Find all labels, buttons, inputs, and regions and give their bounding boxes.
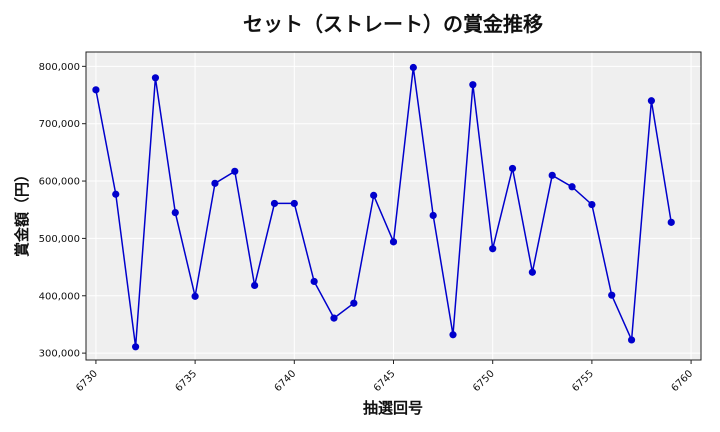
data-point — [310, 277, 318, 286]
data-point — [409, 63, 417, 72]
data-point — [370, 191, 378, 199]
y-tick-label: 500,000 — [39, 234, 80, 245]
x-tick-label: 6740 — [273, 368, 299, 394]
data-point — [330, 314, 338, 322]
y-tick-label: 800,000 — [39, 62, 80, 73]
data-point — [112, 190, 120, 198]
data-point — [508, 164, 517, 173]
x-tick-label: 6745 — [372, 368, 398, 394]
x-axis-label: 抽選回号 — [363, 399, 423, 417]
data-point — [171, 208, 179, 217]
data-point — [548, 171, 556, 179]
data-point — [270, 199, 279, 208]
y-tick-label: 400,000 — [39, 291, 80, 302]
x-tick-label: 6735 — [173, 368, 199, 394]
data-point — [151, 74, 160, 82]
data-point — [290, 199, 298, 208]
data-point — [588, 200, 596, 209]
data-point — [608, 291, 616, 299]
data-point — [469, 81, 477, 89]
x-tick-label: 6755 — [570, 368, 596, 394]
data-point — [627, 336, 636, 344]
data-point — [449, 331, 457, 339]
y-axis-label: 賞金額（円） — [13, 167, 31, 257]
data-point — [350, 299, 358, 307]
data-point — [489, 245, 497, 253]
data-point — [191, 292, 199, 300]
data-point — [647, 97, 656, 105]
data-series — [92, 63, 675, 351]
data-point — [528, 268, 536, 276]
x-tick-label: 6760 — [669, 368, 695, 394]
data-point — [667, 218, 675, 226]
data-point — [231, 167, 239, 175]
x-tick-label: 6750 — [471, 368, 497, 394]
chart-title: セット（ストレート）の賞金推移 — [243, 12, 543, 36]
data-point — [251, 281, 259, 290]
x-tick-label: 6730 — [74, 368, 100, 394]
y-tick-label: 700,000 — [39, 119, 80, 130]
data-point — [92, 86, 100, 94]
y-tick-label: 600,000 — [39, 177, 80, 188]
data-point — [389, 238, 398, 246]
series-line — [95, 67, 672, 347]
plot-border — [85, 51, 702, 361]
y-tick-label: 300,000 — [39, 349, 80, 360]
data-point — [429, 211, 437, 220]
data-point — [211, 179, 219, 187]
data-point — [568, 183, 576, 191]
data-point — [131, 343, 140, 351]
